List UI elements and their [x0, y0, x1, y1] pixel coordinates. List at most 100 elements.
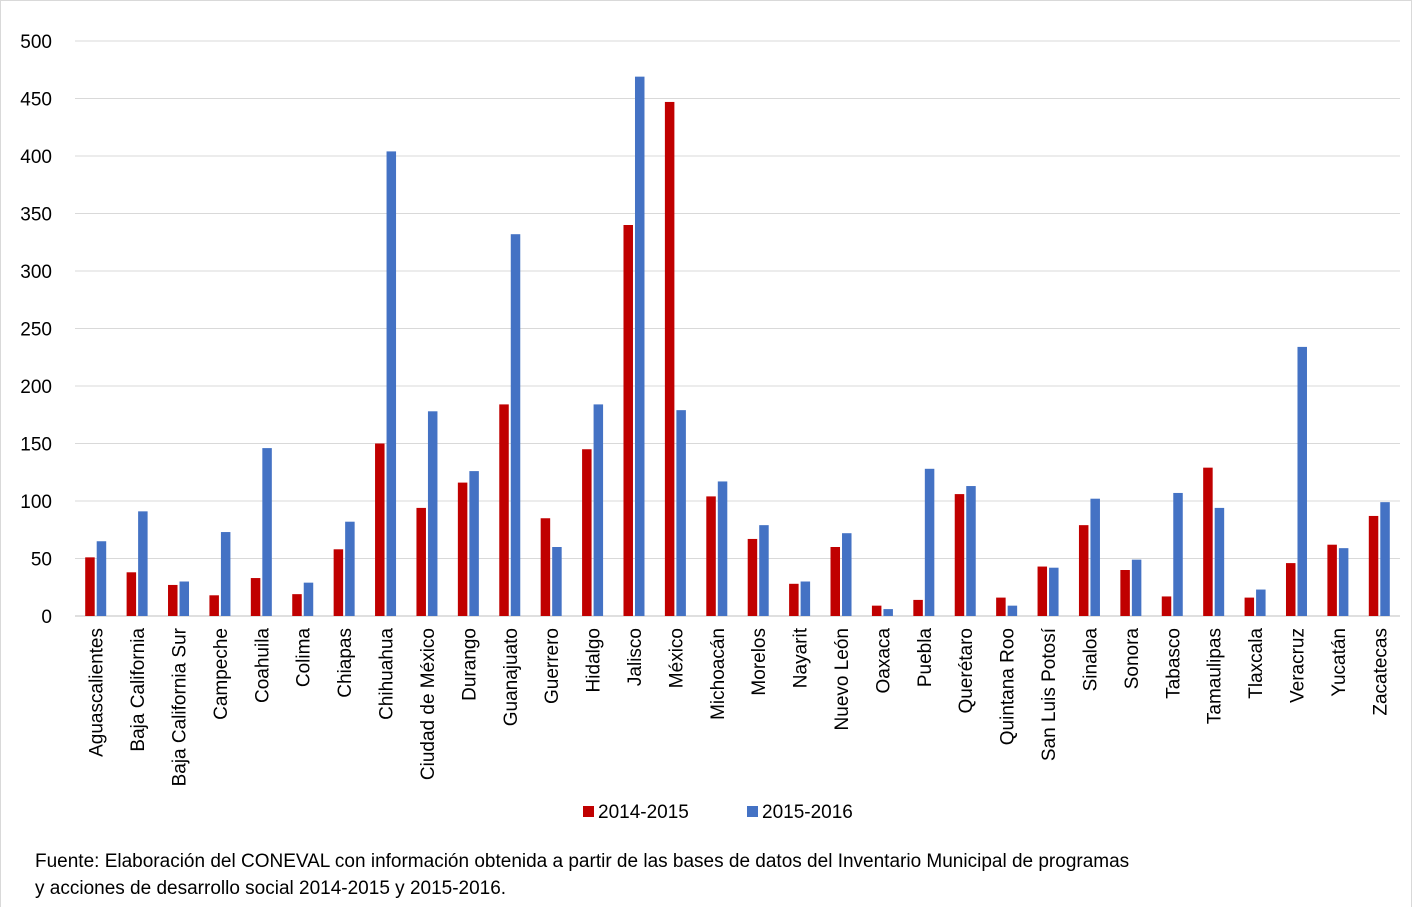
x-tick-label: Oaxaca — [873, 628, 894, 694]
x-tick-label: Querétaro — [956, 628, 977, 714]
bar-series-1 — [1120, 570, 1130, 616]
legend-label-2: 2015-2016 — [762, 802, 853, 823]
bar-series-2 — [1338, 548, 1349, 616]
bar-series-2 — [676, 410, 686, 616]
bar-series-2 — [924, 468, 935, 616]
x-tick-label: Tabasco — [1163, 628, 1184, 699]
bar-series-2 — [593, 404, 604, 616]
x-tick-label: Aguascalientes — [87, 628, 108, 757]
bar-series-2 — [386, 151, 397, 616]
x-tick-label: Guerrero — [542, 628, 563, 704]
x-tick-label: Guanajuato — [501, 628, 522, 726]
bar-series-2 — [138, 511, 148, 616]
y-tick-label: 400 — [20, 147, 52, 168]
bar-series-2 — [634, 76, 645, 616]
bar-series-2 — [345, 521, 355, 616]
x-tick-label: Zacatecas — [1370, 628, 1391, 716]
x-tick-label: Yucatán — [1329, 628, 1350, 697]
x-tick-label: Ciudad de México — [418, 628, 439, 780]
y-tick-label: 100 — [20, 492, 52, 513]
bar-series-1 — [333, 549, 344, 616]
y-tick-label: 250 — [20, 320, 52, 341]
bar-series-1 — [1244, 597, 1255, 616]
bar-series-2 — [220, 532, 231, 616]
y-tick-label: 200 — [20, 377, 52, 398]
x-tick-label: Nayarit — [791, 627, 812, 688]
bar-series-2 — [510, 234, 521, 616]
bar-series-1 — [1203, 467, 1213, 616]
bar-series-2 — [759, 525, 769, 616]
bar-series-1 — [457, 482, 468, 616]
bar-series-1 — [830, 547, 841, 616]
bar-series-1 — [913, 599, 923, 616]
legend-swatch-1 — [583, 806, 594, 817]
bar-series-2 — [717, 481, 728, 616]
bar-series-1 — [126, 572, 137, 616]
bar-series-2 — [966, 486, 976, 616]
legend-label-1: 2014-2015 — [598, 802, 689, 823]
bar-series-1 — [250, 578, 261, 616]
x-tick-label: Puebla — [915, 628, 936, 688]
x-tick-label: Durango — [459, 628, 480, 701]
y-tick-label: 150 — [20, 435, 52, 456]
x-tick-label: Sinaloa — [1080, 628, 1101, 692]
y-tick-label: 50 — [31, 550, 52, 571]
x-tick-label: Morelos — [749, 628, 770, 696]
x-tick-label: San Luis Potosí — [1039, 627, 1060, 761]
x-tick-label: Campeche — [211, 628, 232, 720]
bar-series-2 — [1297, 346, 1307, 616]
y-tick-label: 0 — [41, 607, 52, 628]
bar-series-1 — [1285, 563, 1296, 616]
bar-series-2 — [262, 448, 272, 616]
bar-series-1 — [540, 518, 551, 616]
source-line-2: y acciones de desarrollo social 2014-201… — [35, 878, 507, 899]
bar-series-1 — [1161, 596, 1172, 616]
bar-series-1 — [499, 404, 509, 616]
bar-series-1 — [871, 605, 882, 616]
y-tick-label: 350 — [20, 205, 52, 226]
x-tick-label: Coahuila — [252, 628, 273, 703]
y-tick-label: 450 — [20, 90, 52, 111]
x-tick-label: Colima — [294, 628, 315, 688]
bar-series-1 — [1368, 515, 1379, 616]
bar-series-2 — [800, 581, 811, 616]
bar-series-2 — [1256, 589, 1266, 616]
bar-series-1 — [706, 496, 716, 616]
x-tick-label: Chiapas — [335, 628, 356, 698]
bar-series-2 — [1173, 492, 1183, 616]
x-tick-label: Baja California — [128, 628, 149, 752]
x-tick-label: Quintana Roo — [998, 628, 1019, 745]
legend-swatch-2 — [747, 806, 758, 817]
x-tick-label: México — [666, 628, 687, 688]
bar-series-1 — [1327, 544, 1337, 616]
bar-series-1 — [789, 583, 799, 616]
bar-series-2 — [96, 541, 107, 616]
bar-series-1 — [209, 595, 219, 616]
bar-series-2 — [469, 471, 479, 616]
bar-series-1 — [954, 494, 965, 616]
bar-series-1 — [292, 594, 302, 616]
bar-series-1 — [375, 443, 385, 616]
bar-series-2 — [1007, 605, 1018, 616]
bar-series-2 — [1049, 567, 1059, 616]
bar-series-2 — [303, 582, 314, 616]
bar-series-1 — [1078, 525, 1089, 616]
bar-series-1 — [582, 449, 592, 616]
bar-series-1 — [85, 557, 95, 616]
bar-series-1 — [623, 225, 633, 616]
x-tick-label: Jalisco — [625, 628, 646, 686]
x-tick-label: Tamaulipas — [1205, 628, 1226, 724]
y-tick-label: 300 — [20, 262, 52, 283]
x-tick-label: Veracruz — [1287, 628, 1308, 703]
bar-series-2 — [842, 533, 852, 616]
bar-series-1 — [747, 538, 758, 616]
x-tick-label: Hidalgo — [584, 628, 605, 692]
y-tick-label: 500 — [20, 32, 52, 53]
source-note: Fuente: Elaboración del CONEVAL con info… — [35, 848, 1405, 902]
x-tick-label: Tlaxcala — [1246, 628, 1267, 699]
bar-series-2 — [883, 609, 893, 616]
bar-series-1 — [664, 101, 675, 616]
x-tick-label: Sonora — [1122, 628, 1143, 690]
x-tick-label: Chihuahua — [377, 628, 398, 720]
